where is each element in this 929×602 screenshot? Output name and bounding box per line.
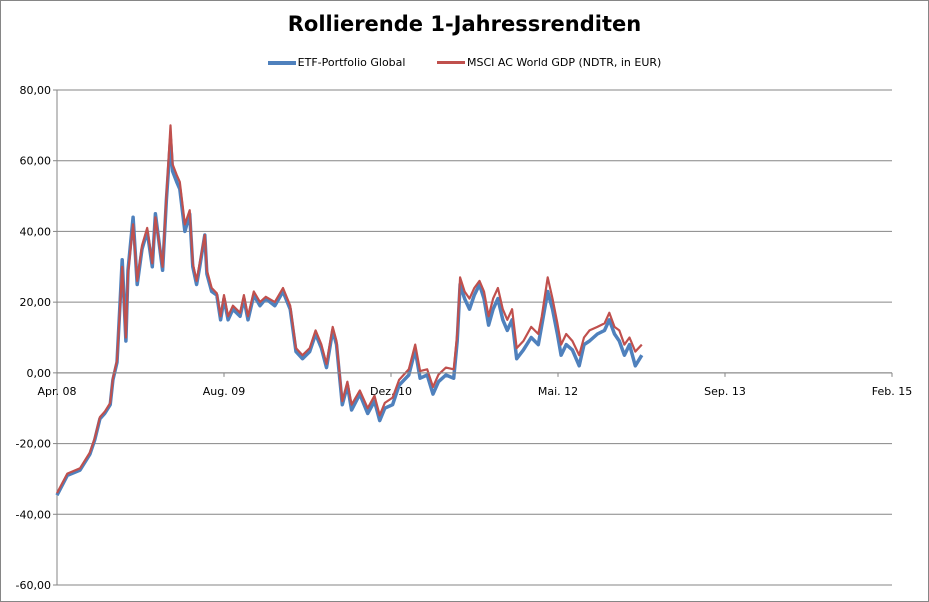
x-tick-label: Dez. 10	[370, 385, 412, 398]
y-tick-label: -20,00	[16, 438, 51, 451]
y-tick-label: -60,00	[16, 579, 51, 592]
y-tick-label: 60,00	[20, 155, 52, 168]
legend-item-etf: ETF-Portfolio Global	[267, 55, 406, 69]
legend-label-msci: MSCI AC World GDP (NDTR, in EUR)	[466, 55, 662, 69]
chart-title: Rollierende 1-Jahressrenditen	[287, 12, 642, 36]
legend-swatch-etf	[267, 60, 296, 65]
y-tick-label: 20,00	[20, 296, 52, 309]
legend-swatch-msci	[436, 61, 465, 64]
y-tick-label: 0,00	[27, 367, 52, 380]
legend-item-msci: MSCI AC World GDP (NDTR, in EUR)	[436, 55, 662, 69]
x-tick-label: Mai. 12	[538, 385, 578, 398]
y-tick-label: 80,00	[20, 84, 52, 97]
x-tick-label: Apr. 08	[37, 385, 76, 398]
legend: ETF-Portfolio Global MSCI AC World GDP (…	[0, 55, 929, 69]
x-tick-label: Aug. 09	[203, 385, 245, 398]
legend-label-etf: ETF-Portfolio Global	[297, 55, 406, 69]
y-tick-label: -40,00	[16, 508, 51, 521]
series-line-etf	[55, 137, 644, 497]
y-tick-label: 40,00	[20, 225, 52, 238]
x-tick-label: Sep. 13	[704, 385, 746, 398]
x-tick-label: Feb. 15	[872, 385, 912, 398]
series-line-msci	[56, 124, 643, 494]
